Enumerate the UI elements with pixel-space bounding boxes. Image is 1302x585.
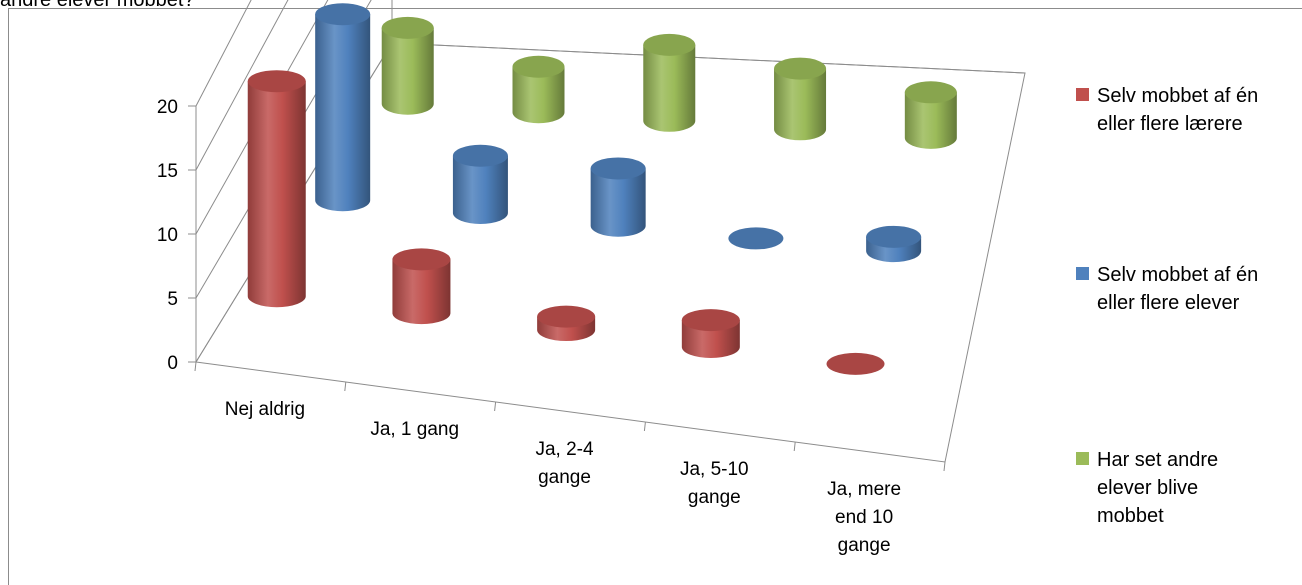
bar-3-1	[728, 227, 784, 250]
bar-3-2	[774, 57, 827, 141]
y-tick-label: 5	[167, 289, 178, 310]
legend-label: Selv mobbet af én eller flere lærere	[1097, 85, 1258, 135]
bar-4-1	[866, 225, 922, 263]
legend-label: Har set andre elever blive mobbet	[1097, 449, 1218, 527]
legend-swatch	[1076, 267, 1089, 280]
bar-top	[512, 55, 565, 78]
bar-body	[904, 92, 957, 149]
chart-caption: andre elever mobbet?	[0, 0, 195, 11]
y-tick-label: 0	[167, 353, 178, 374]
bar-2-2	[643, 33, 696, 132]
x-category-label: Ja, 5-10 gange	[680, 459, 749, 508]
bar-top	[728, 227, 784, 250]
bar-body	[774, 68, 827, 141]
legend-swatch	[1076, 452, 1089, 465]
bar-top	[681, 309, 740, 332]
labels: 0 5 10 15 20 Nej aldrig Ja, 1 gang Ja, 2-4 gange…	[157, 97, 901, 556]
chart-frame	[8, 8, 1302, 585]
bars	[247, 3, 957, 375]
y-tick-label: 20	[157, 97, 178, 118]
bar-0-1	[315, 3, 371, 212]
bar-2-0	[537, 305, 596, 342]
bar-top	[774, 57, 827, 80]
bar-top	[392, 248, 451, 271]
bar-body	[452, 155, 508, 224]
bar-body	[392, 259, 451, 325]
x-tick-mark	[943, 461, 946, 472]
bar-top	[904, 81, 957, 104]
bar-body	[381, 27, 434, 115]
bar-3-0	[681, 309, 740, 358]
x-category-label: Ja, mere end 10 gange	[827, 479, 901, 556]
x-category-label: Ja, 2-4 gange	[535, 439, 594, 488]
bar-body	[590, 168, 646, 237]
y-tick-label: 15	[157, 161, 178, 182]
bar-top	[590, 157, 646, 180]
x-tick-mark	[194, 361, 197, 372]
x-tick-mark	[494, 401, 497, 412]
x-tick-mark	[344, 381, 347, 392]
legend-label: Selv mobbet af én eller flere elever	[1097, 264, 1258, 314]
x-tick-mark	[793, 441, 796, 452]
bar-4-0	[826, 352, 885, 375]
bar-top	[643, 33, 696, 56]
bar-body	[247, 81, 306, 308]
gridline-15	[195, 0, 289, 171]
bar-1-0	[392, 248, 451, 325]
bar-2-1	[590, 157, 646, 237]
bar-top	[381, 16, 434, 39]
axes	[188, 105, 946, 472]
bar-4-2	[904, 81, 957, 149]
bar-top	[866, 225, 922, 248]
bar-1-2	[512, 55, 565, 124]
bar-0-0	[247, 70, 306, 308]
bar-top	[247, 70, 306, 93]
bar-body	[315, 14, 371, 212]
legend-swatch	[1076, 88, 1089, 101]
x-tick-mark	[643, 421, 646, 432]
bar-body	[512, 66, 565, 124]
bar-top	[315, 3, 371, 26]
bar-body	[643, 44, 696, 132]
legend: Selv mobbet af én eller flere lærere Selv …	[1076, 85, 1258, 527]
x-category-label: Ja, 1 gang	[370, 419, 459, 440]
bar-top	[452, 144, 508, 167]
x-category-label: Nej aldrig	[225, 399, 305, 420]
bar-0-2	[381, 16, 434, 115]
bar-top	[537, 305, 596, 328]
y-tick-label: 10	[157, 225, 178, 246]
bar-top	[826, 352, 885, 375]
bar-1-1	[452, 144, 508, 224]
